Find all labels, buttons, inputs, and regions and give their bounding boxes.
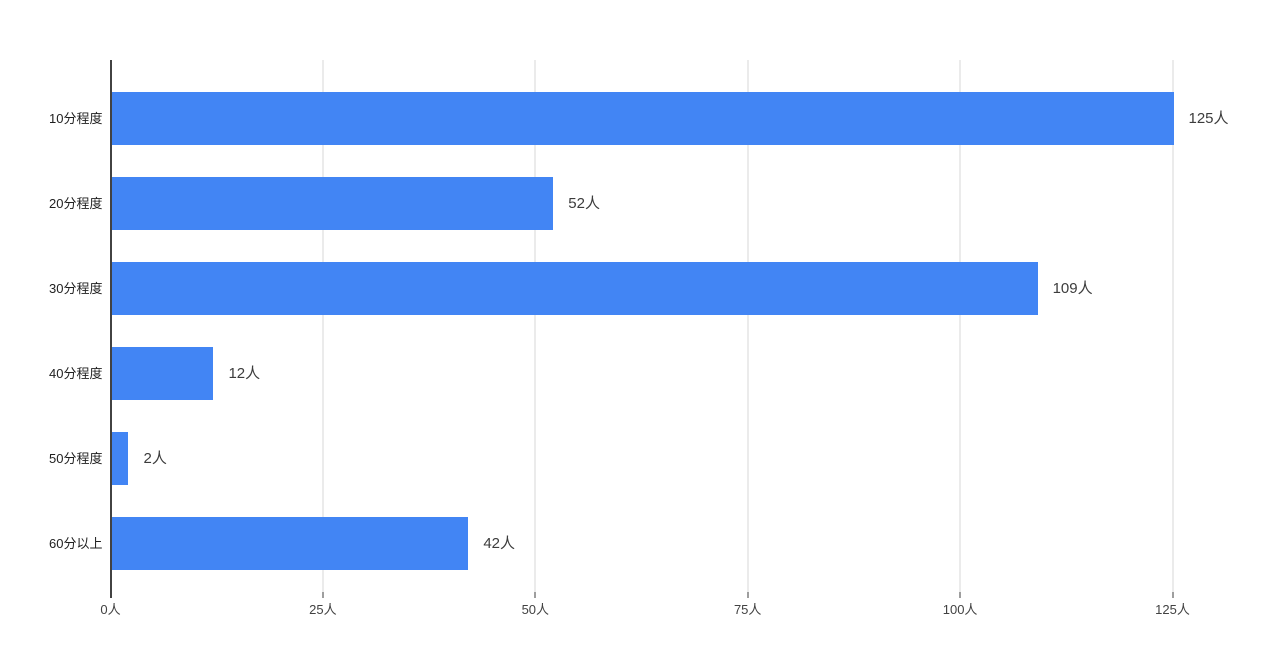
x-tick-label: 25人 xyxy=(309,602,337,617)
x-tick-label: 0人 xyxy=(100,602,121,617)
gridline xyxy=(321,60,324,592)
bar-value-label: 125人 xyxy=(1188,110,1229,127)
bar xyxy=(111,432,129,485)
x-tick xyxy=(746,592,749,598)
bar-value-label: 2人 xyxy=(143,450,167,467)
category-label: 40分程度 xyxy=(49,366,103,381)
bar xyxy=(111,347,214,400)
category-label: 60分以上 xyxy=(49,536,103,551)
category-label: 50分程度 xyxy=(49,451,103,466)
bar-value-label: 109人 xyxy=(1052,280,1093,297)
bar xyxy=(111,92,1174,145)
category-label: 20分程度 xyxy=(49,196,103,211)
x-tick-label: 75人 xyxy=(733,602,762,617)
gridline xyxy=(1171,60,1174,592)
gridline xyxy=(534,60,537,592)
x-tick-label: 125人 xyxy=(1155,602,1190,617)
gridline xyxy=(959,60,962,592)
bar-value-label: 42人 xyxy=(483,535,516,552)
category-label: 30分程度 xyxy=(49,281,103,296)
gridline xyxy=(746,60,749,592)
bar xyxy=(111,262,1038,315)
bar-value-label: 52人 xyxy=(568,195,600,212)
bar xyxy=(111,177,554,230)
bar-value-label: 12人 xyxy=(228,365,261,382)
x-tick xyxy=(109,592,112,598)
x-tick xyxy=(1171,592,1174,598)
x-tick xyxy=(534,592,537,598)
x-tick-label: 100人 xyxy=(942,602,978,617)
bar xyxy=(111,517,469,570)
x-tick-label: 50人 xyxy=(521,602,550,617)
x-tick xyxy=(321,592,324,598)
x-tick xyxy=(959,592,962,598)
category-label: 10分程度 xyxy=(49,111,103,126)
y-axis-baseline xyxy=(109,60,112,592)
